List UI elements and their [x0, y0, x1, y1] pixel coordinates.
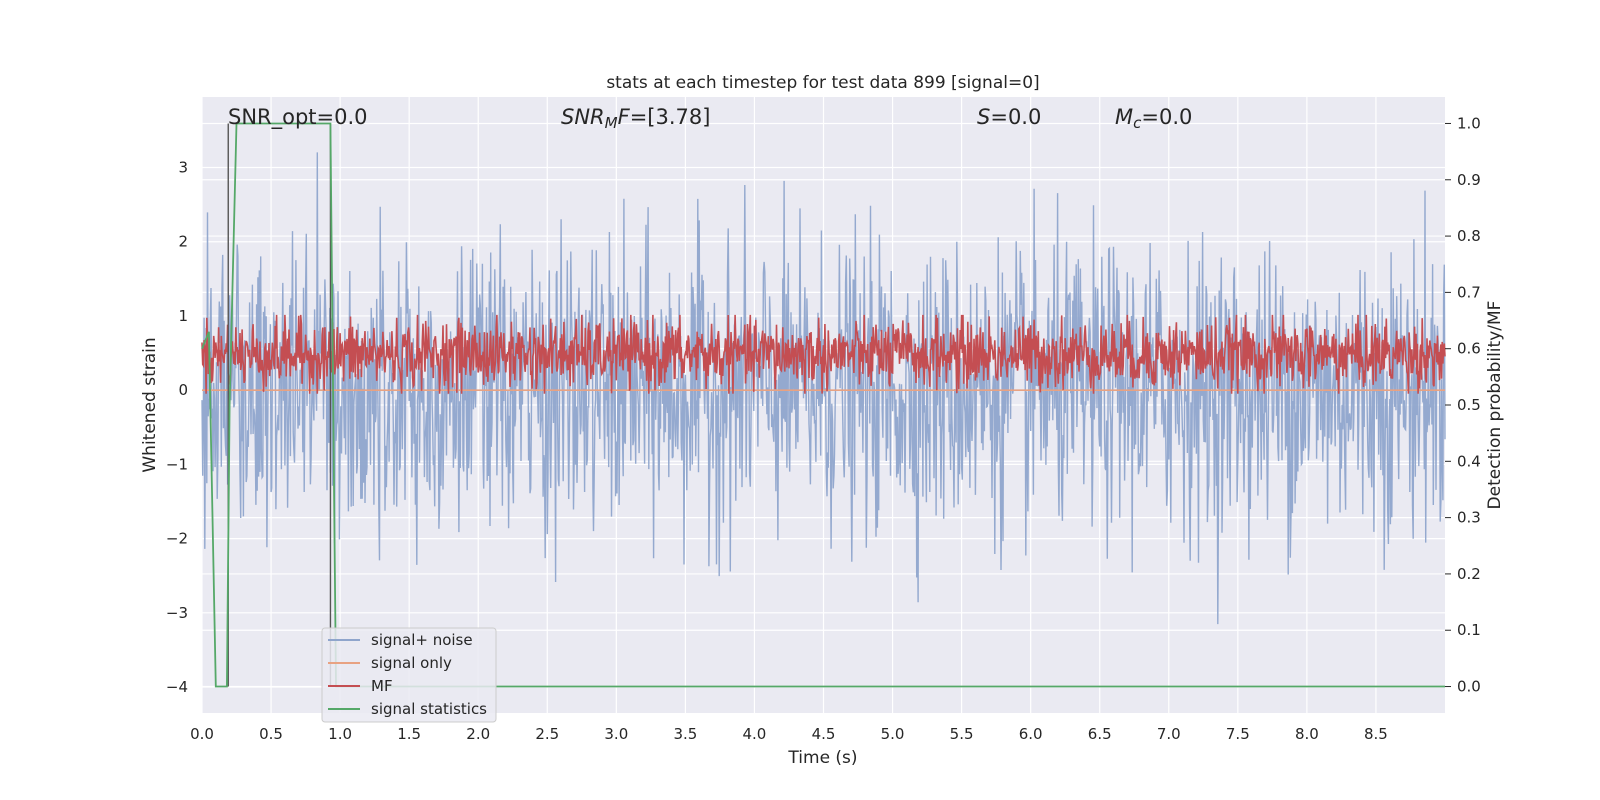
x-tick-label: 5.5: [950, 725, 974, 743]
y2-axis-ticks: 1.0 0.9 0.8 0.7 0.6 0.5 0.4 0.3 0.2 0.1 0.0: [1445, 114, 1481, 696]
s-annotation: S=0.0: [977, 105, 1041, 129]
x-tick-label: 8.5: [1364, 725, 1388, 743]
x-axis-ticks: 0.0 0.5 1.0 1.5 2.0 2.5 3.0 3.5 4.0 4.5 5.0 5.5 6.0 6…: [190, 725, 1388, 743]
y-tick-label: 0: [178, 381, 188, 399]
series-mf: [201, 314, 1446, 394]
y2-tick-label: 0.8: [1457, 227, 1481, 245]
y-tick-label: 2: [178, 233, 188, 251]
x-tick-label: 7.0: [1157, 725, 1181, 743]
snr-mf-annotation: SNRMF=[3.78]: [561, 105, 710, 132]
snr-mf-italic: SNR: [561, 105, 605, 129]
y2-axis-label: Detection probability/MF: [1485, 301, 1505, 510]
y2-tick-label: 0.0: [1457, 678, 1481, 696]
x-tick-label: 3.0: [604, 725, 628, 743]
s-value: =0.0: [990, 105, 1041, 129]
y-tick-label: −2: [166, 530, 188, 548]
y2-tick-label: 0.9: [1457, 171, 1481, 189]
y-tick-label: 1: [178, 307, 188, 325]
y-tick-label: −1: [166, 455, 188, 473]
mc-annotation: Mc=0.0: [1115, 105, 1192, 132]
legend-box: [321, 627, 497, 723]
x-tick-label: 8.0: [1295, 725, 1319, 743]
mc-value: =0.0: [1141, 105, 1192, 129]
y2-tick-label: 1.0: [1457, 114, 1481, 132]
legend-label-signal-statistics: signal statistics: [371, 700, 487, 718]
y-tick-label: −3: [166, 604, 188, 622]
x-axis-label: Time (s): [787, 748, 857, 768]
x-tick-label: 2.0: [466, 725, 490, 743]
y2-tick-label: 0.3: [1457, 509, 1481, 527]
series-signal-noise: [201, 152, 1446, 625]
snr-mf-subscript: M: [605, 114, 618, 132]
x-tick-label: 1.5: [397, 725, 421, 743]
x-tick-label: 6.0: [1019, 725, 1043, 743]
chart-title: stats at each timestep for test data 899…: [606, 73, 1039, 93]
x-tick-label: 3.5: [673, 725, 697, 743]
snr-mf-value: =[3.78]: [630, 105, 711, 129]
y2-tick-label: 0.7: [1457, 283, 1481, 301]
x-tick-label: 2.5: [535, 725, 559, 743]
legend: signal+ noise signal only MF signal stat…: [321, 627, 497, 723]
mc-italic: M: [1115, 105, 1133, 129]
y2-tick-label: 0.4: [1457, 452, 1481, 470]
x-tick-label: 4.5: [812, 725, 836, 743]
x-tick-label: 5.0: [881, 725, 905, 743]
x-tick-label: 0.5: [259, 725, 283, 743]
legend-label-signal-noise: signal+ noise: [371, 631, 473, 649]
y-tick-label: −4: [166, 678, 188, 696]
x-tick-label: 7.5: [1226, 725, 1250, 743]
y-axis-ticks: 3 2 1 0 −1 −2 −3 −4: [166, 159, 188, 697]
y2-tick-label: 0.2: [1457, 565, 1481, 583]
y2-tick-label: 0.5: [1457, 396, 1481, 414]
legend-label-signal-only: signal only: [371, 654, 452, 672]
snr-mf-italic2: F: [618, 105, 631, 129]
legend-label-mf: MF: [371, 677, 393, 695]
mc-subscript: c: [1133, 114, 1142, 132]
x-tick-label: 4.0: [743, 725, 767, 743]
y2-tick-label: 0.1: [1457, 621, 1481, 639]
y2-tick-label: 0.6: [1457, 340, 1481, 358]
x-tick-label: 1.0: [328, 725, 352, 743]
y-tick-label: 3: [178, 159, 188, 177]
x-tick-label: 0.0: [190, 725, 214, 743]
x-tick-label: 6.5: [1088, 725, 1112, 743]
snr-opt-annotation: SNR_opt=0.0: [228, 105, 368, 130]
y-axis-label: Whitened strain: [140, 337, 160, 472]
s-italic: S: [977, 105, 990, 129]
